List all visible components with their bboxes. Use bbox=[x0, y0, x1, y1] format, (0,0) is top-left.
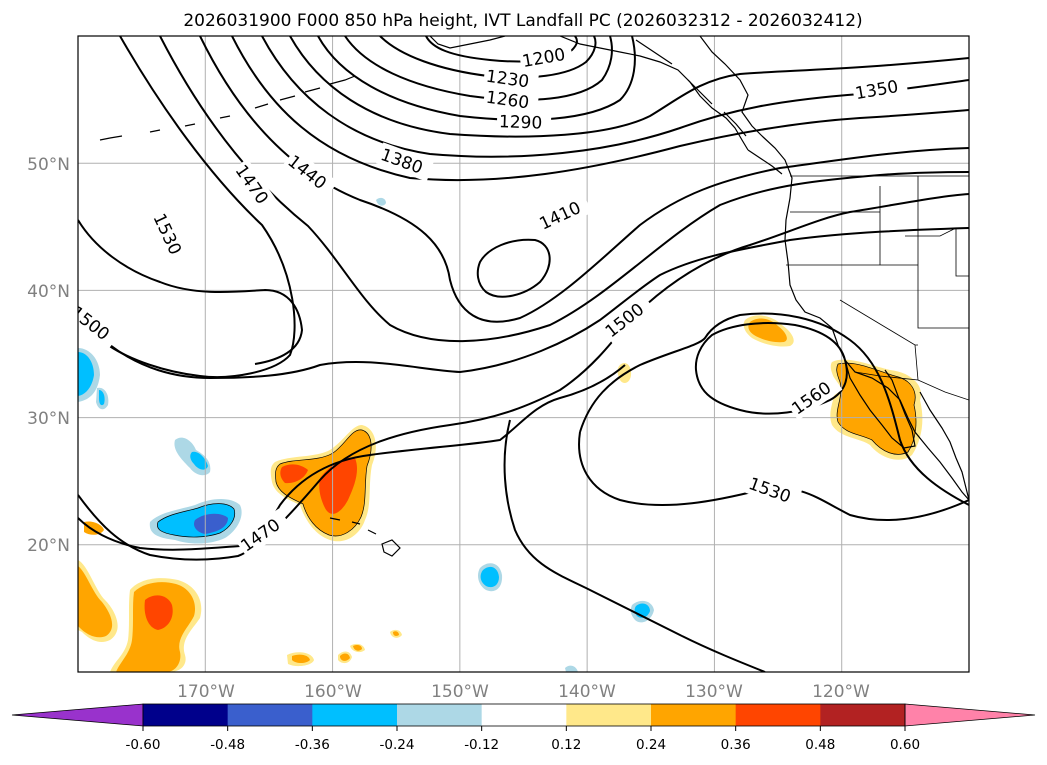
lon-label-130w: 130°W bbox=[685, 682, 743, 702]
border-us-mexico bbox=[854, 371, 969, 401]
colorbar-segment bbox=[397, 704, 483, 726]
contour-1320 bbox=[289, 36, 969, 138]
colorbar-tick-label: -0.48 bbox=[210, 737, 245, 753]
colorbar-segments bbox=[11, 703, 1036, 727]
colorbar-segment bbox=[227, 704, 313, 726]
colorbar-tick-label: 0.48 bbox=[805, 737, 835, 753]
lon-label-120w: 120°W bbox=[812, 682, 870, 702]
ivt-outline-baja bbox=[836, 362, 917, 455]
colorbar-tick-label: 0.60 bbox=[890, 737, 920, 753]
colorbar-tick-label: 0.24 bbox=[636, 737, 666, 753]
contour-1470 bbox=[107, 36, 296, 378]
map-frame bbox=[77, 35, 970, 673]
colorbar-segment bbox=[735, 704, 821, 726]
coastline-north-america bbox=[699, 36, 969, 501]
lon-label-150w: 150°W bbox=[431, 682, 489, 702]
contour-1470-south bbox=[78, 193, 969, 561]
colorbar-frame bbox=[142, 703, 906, 727]
lon-label-140w: 140°W bbox=[558, 682, 616, 702]
lat-label-20n: 20°N bbox=[27, 536, 70, 556]
ivt-red-central bbox=[280, 457, 358, 514]
colorbar-extend-high bbox=[904, 703, 1036, 727]
border-states-west bbox=[786, 176, 969, 381]
lon-label-160w: 160°W bbox=[304, 682, 362, 702]
ivt-outline-negative-central bbox=[157, 503, 236, 538]
ivt-red-southwest bbox=[144, 595, 173, 630]
coastline-islands-canada bbox=[635, 39, 783, 175]
ivt-positive-region-tiny-west bbox=[84, 521, 104, 535]
contour-label: 1290 bbox=[499, 112, 543, 133]
contour-1530 bbox=[78, 219, 304, 365]
lon-label-170w: 170°W bbox=[177, 682, 235, 702]
lat-label-40n: 40°N bbox=[27, 282, 70, 302]
ivt-negative-core-central bbox=[194, 513, 228, 534]
lat-label-30n: 30°N bbox=[27, 409, 70, 429]
ivt-orange-tiny-hawaii bbox=[292, 631, 399, 663]
colorbar-tick-label: 0.12 bbox=[551, 737, 581, 753]
colorbar-segment bbox=[312, 704, 398, 726]
ivt-orange-baja bbox=[836, 363, 916, 455]
map-title: 2026031900 F000 850 hPa height, IVT Land… bbox=[183, 11, 862, 31]
coastline-mexico-mainland bbox=[919, 391, 969, 501]
lat-label-50n: 50°N bbox=[27, 155, 70, 175]
colorbar-segment bbox=[566, 704, 652, 726]
contour-1500 bbox=[78, 227, 969, 380]
ivt-orange-northeast bbox=[748, 318, 787, 343]
colorbar-labels: -0.60 -0.48 -0.36 -0.24 -0.12 0.12 0.24 0.36 0.4… bbox=[126, 737, 921, 753]
ivt-negative-deep-east bbox=[480, 566, 650, 618]
contour-1530-east bbox=[579, 312, 969, 506]
latitude-labels: 20°N 30°N 40°N 50°N bbox=[27, 155, 70, 556]
colorbar-tick-label: -0.24 bbox=[380, 737, 415, 753]
colorbar: -0.60 -0.48 -0.36 -0.24 -0.12 0.12 0.24 0.36 0.4… bbox=[11, 703, 1036, 753]
ivt-negative-deep-westedge bbox=[78, 352, 105, 406]
contour-1500-south bbox=[78, 364, 626, 551]
contour-1530-south bbox=[503, 419, 766, 672]
coastline-alaska-peninsula bbox=[429, 36, 506, 49]
colorbar-tick-label: -0.36 bbox=[295, 737, 330, 753]
colorbar-segment bbox=[820, 704, 906, 726]
coastline-hawaii bbox=[329, 517, 401, 557]
contour-1440 bbox=[159, 36, 969, 343]
contour-1560 bbox=[694, 322, 848, 415]
colorbar-tick-label: -0.60 bbox=[126, 737, 161, 753]
contour-1410-closed bbox=[476, 238, 551, 298]
colorbar-ticks bbox=[142, 726, 906, 731]
coastline-aleutians bbox=[99, 75, 356, 141]
colorbar-tick-label: -0.12 bbox=[464, 737, 499, 753]
colorbar-tick-label: 0.36 bbox=[721, 737, 751, 753]
ivt-outline-central bbox=[275, 429, 372, 537]
state-borders bbox=[786, 175, 969, 401]
colorbar-extend-low bbox=[11, 703, 144, 727]
map-area: 1200 1230 1260 1290 1350 1380 1410 1440 … bbox=[77, 35, 970, 673]
contour-1380 bbox=[231, 36, 969, 182]
ivt-orange-southwest bbox=[78, 566, 196, 672]
colorbar-segment bbox=[143, 704, 229, 726]
colorbar-segment bbox=[481, 704, 567, 726]
colorbar-segment bbox=[651, 704, 737, 726]
contour-1410 bbox=[199, 36, 969, 323]
longitude-labels: 170°W 160°W 150°W 140°W 130°W 120°W bbox=[177, 682, 870, 702]
coastline-alaska-gulf bbox=[559, 36, 749, 151]
